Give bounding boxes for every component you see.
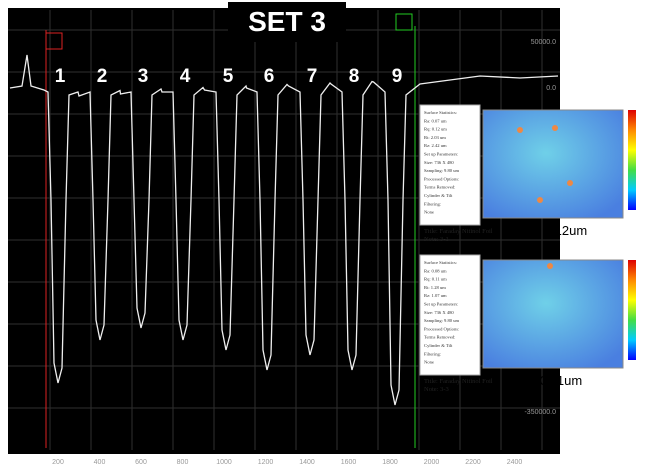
inset-stat: Rz: 2.42 um <box>424 143 447 148</box>
inset-stat: Rz: 1.07 um <box>424 293 447 298</box>
trench-label: 5 <box>223 66 234 87</box>
x-axis-label: 400 <box>94 459 106 465</box>
inset-title: Title: Faraday Nitinol Foil <box>424 378 493 385</box>
inset-note: Note: 3-1 <box>424 236 449 243</box>
trench-label: 3 <box>138 66 149 87</box>
inset-stat: Terms Removed: <box>424 185 455 190</box>
inset-stat: Rq: 0.11 um <box>424 277 447 282</box>
trench-label: 9 <box>392 66 403 87</box>
trench-label: 8 <box>349 66 360 87</box>
trench-label: 6 <box>264 66 275 87</box>
trench-label: 7 <box>307 66 318 87</box>
x-axis-label: 2400 <box>507 459 523 465</box>
inset-stat: Set up Parameters: <box>424 152 458 157</box>
inset-panel <box>419 104 481 226</box>
surface-spot <box>567 180 573 186</box>
y-axis-label: -350000.0 <box>524 409 556 416</box>
red-marker <box>45 32 63 50</box>
x-axis-label: 1200 <box>258 459 274 465</box>
inset-stat: Filtering: <box>424 351 441 356</box>
y-axis-label: 0.0 <box>546 85 556 92</box>
inset-stat: Sampling: 9.80 um <box>424 168 460 173</box>
inset-panel <box>419 254 481 376</box>
green-marker <box>395 13 413 31</box>
surface-map <box>482 259 624 369</box>
inset-stat: Rt: 2.03 um <box>424 135 446 140</box>
x-axis-label: 2000 <box>424 459 440 465</box>
surface-spot <box>547 263 553 269</box>
inset-stat: Rt: 1.28 um <box>424 285 446 290</box>
plot-area <box>8 8 560 454</box>
inset-stat: Ra: 0.07 um <box>424 118 447 123</box>
inset-stat: Set up Parameters: <box>424 302 458 307</box>
surface-spot <box>552 125 558 131</box>
x-axis-label: 600 <box>135 459 147 465</box>
inset-stat: None <box>424 210 434 215</box>
inset-stat: Processed Options: <box>424 176 459 181</box>
title-box <box>228 2 346 42</box>
inset-stat: Surface Statistics: <box>424 260 457 265</box>
title: SET 3 <box>248 6 326 37</box>
surface-spot <box>517 127 523 133</box>
x-axis-label: 1600 <box>341 459 357 465</box>
inset-stat: Size: 736 X 480 <box>424 310 454 315</box>
inset-stat: Terms Removed: <box>424 335 455 340</box>
x-axis-label: 1000 <box>216 459 232 465</box>
trench-label: 2 <box>97 66 108 87</box>
inset-stat: Rq: 0.12 um <box>424 127 447 132</box>
inset-stat: Cylinder & Tilt <box>424 193 453 198</box>
colorbar <box>628 110 636 210</box>
x-axis-label: 2200 <box>465 459 481 465</box>
inset-stat: None <box>424 360 434 365</box>
trench-label: 4 <box>180 66 191 87</box>
inset-stat: Sampling: 9.80 um <box>424 318 460 323</box>
inset-stat: Cylinder & Tilt <box>424 343 453 348</box>
trench-label: 1 <box>55 66 66 87</box>
inset-note: Note: 3-3 <box>424 386 449 393</box>
inset-title: Title: Faraday Nitinol Foil <box>424 228 493 235</box>
x-axis-label: 800 <box>177 459 189 465</box>
surface-spot <box>537 197 543 203</box>
colorbar <box>628 260 636 360</box>
profile-trace <box>9 54 559 406</box>
inset-stat: Size: 736 X 480 <box>424 160 454 165</box>
inset-stat: Ra: 0.08 um <box>424 268 447 273</box>
rq-label: Rq= 0.12um <box>516 223 587 238</box>
x-axis-label: 1800 <box>382 459 398 465</box>
rq-label: Rq= 0.11um <box>512 373 582 388</box>
inset-stat: Processed Options: <box>424 326 459 331</box>
x-axis-label: 1400 <box>299 459 315 465</box>
inset-stat: Filtering: <box>424 201 441 206</box>
inset-stat: Surface Statistics: <box>424 110 457 115</box>
y-axis-label: 50000.0 <box>531 39 556 46</box>
x-axis-label: 200 <box>52 459 64 465</box>
